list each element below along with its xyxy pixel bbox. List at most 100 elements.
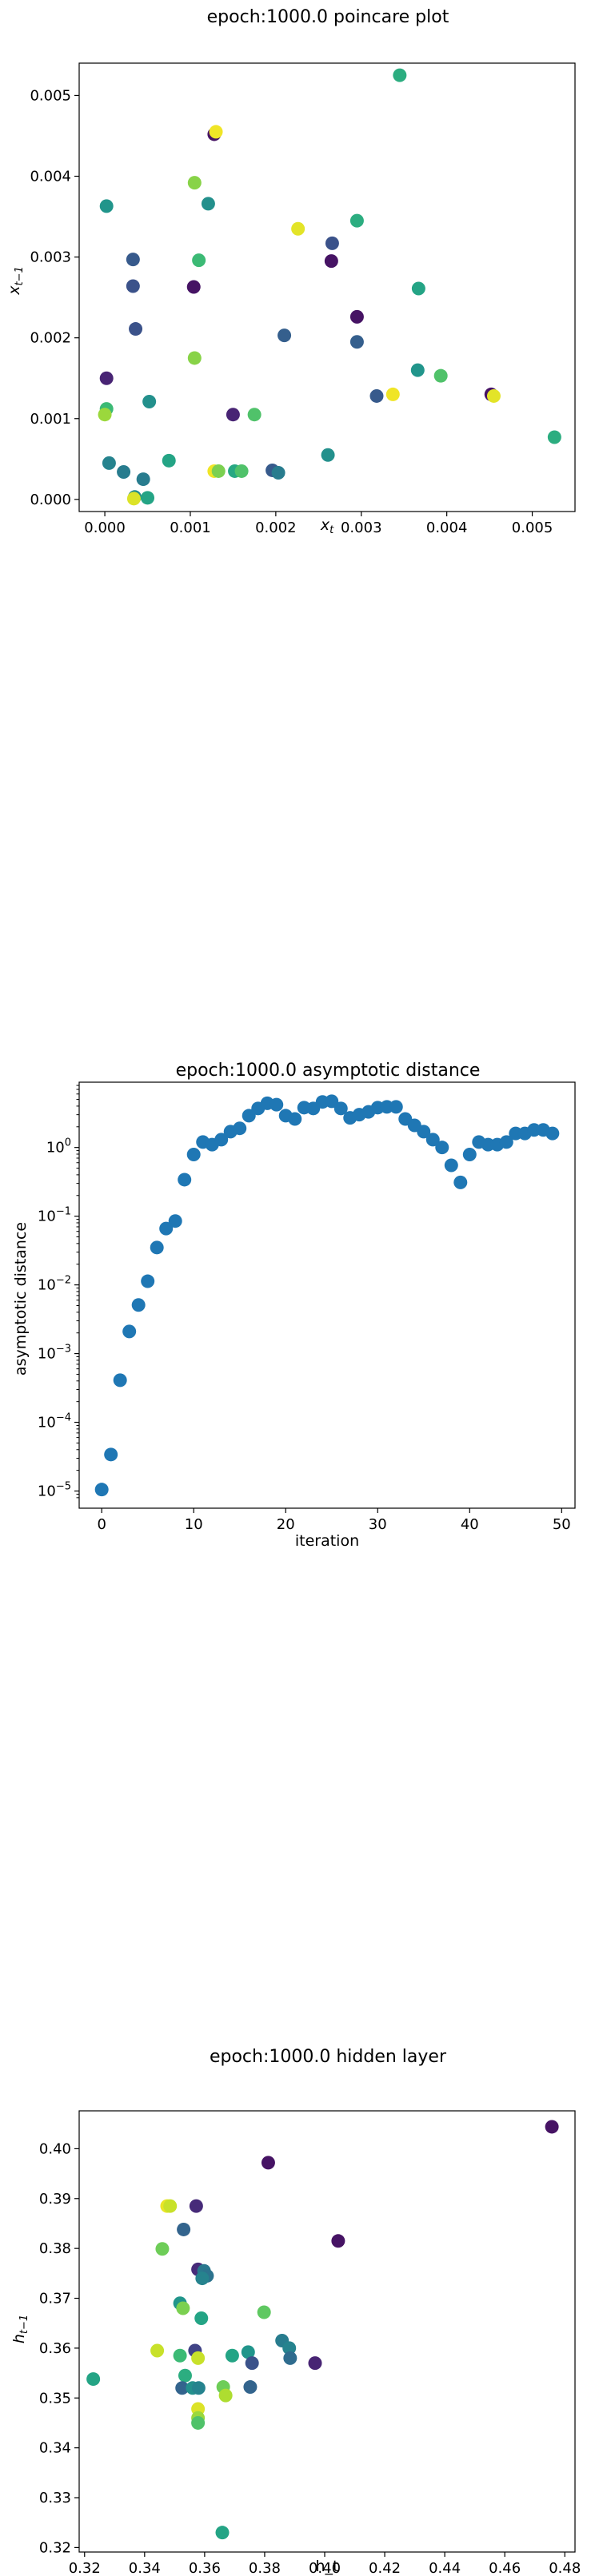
y-tick-label: 10−2 <box>38 1275 71 1294</box>
scatter-point <box>325 236 339 250</box>
x-axis-label: iteration <box>295 1532 359 1550</box>
scatter-point <box>178 1173 192 1187</box>
x-tick-label: 0.38 <box>249 2560 281 2576</box>
y-tick-exponent: −2 <box>56 1275 71 1287</box>
chart-title: epoch:1000.0 hidden layer <box>210 2047 447 2067</box>
scatter-point <box>435 1141 449 1155</box>
x-axis-label-subscript: t <box>329 524 334 536</box>
x-tick-label: 0.003 <box>341 520 382 536</box>
scatter-point <box>99 371 114 385</box>
scatter-point <box>462 1147 477 1161</box>
chart-title: epoch:1000.0 poincare plot <box>207 7 449 27</box>
y-tick-label: 0.004 <box>30 169 71 185</box>
scatter-point <box>173 2348 187 2363</box>
scatter-point <box>245 2356 259 2371</box>
scatter-point <box>291 221 305 236</box>
scatter-point <box>175 2381 190 2395</box>
scatter-point <box>215 2526 230 2540</box>
scatter-point <box>233 1121 247 1136</box>
scatter-point <box>195 2271 210 2286</box>
y-tick-label: 0.36 <box>39 2340 71 2357</box>
scatter-point <box>191 2381 206 2395</box>
scatter-point <box>99 199 114 213</box>
y-tick-label: 0.34 <box>39 2440 71 2457</box>
scatter-point <box>324 254 338 269</box>
y-tick-label: 0.33 <box>39 2490 71 2506</box>
scatter-point <box>385 387 400 401</box>
scatter-point <box>126 253 140 267</box>
y-tick-base: 10 <box>38 1415 56 1431</box>
x-tick-label: 0.46 <box>489 2560 521 2576</box>
scatter-point <box>499 1135 513 1149</box>
scatter-point <box>94 1483 109 1497</box>
scatter-point <box>176 2301 190 2315</box>
scatter-point <box>162 453 176 468</box>
scatter-point <box>201 197 215 211</box>
scatter-point <box>150 2343 165 2358</box>
scatter-point <box>186 280 201 294</box>
scatter-point <box>545 2120 559 2134</box>
y-tick-label: 10−5 <box>38 1481 71 1500</box>
y-tick-exponent: −5 <box>56 1481 71 1493</box>
y-tick-label: 0.40 <box>39 2140 71 2157</box>
scatter-point <box>104 1447 118 1462</box>
y-tick-exponent: −3 <box>56 1344 71 1356</box>
x-tick-label: 0.004 <box>426 520 468 536</box>
y-axis-ticks: 0.000 0.001 0.002 0.003 0.004 0.005 <box>30 87 79 508</box>
y-axis-label: ht−1 <box>10 2315 30 2343</box>
scatter-point <box>410 363 425 377</box>
scatter-point <box>261 2156 275 2170</box>
scatter-point <box>102 456 116 470</box>
scatter-point <box>486 388 501 403</box>
x-tick-label: 10 <box>185 1516 203 1533</box>
scatter-point <box>417 1125 431 1139</box>
scatter-point <box>141 1274 155 1288</box>
scatter-point <box>369 388 384 403</box>
scatter-point <box>177 2222 191 2236</box>
x-tick-label: 40 <box>461 1516 479 1533</box>
y-axis-label: asymptotic distance <box>12 1222 30 1376</box>
scatter-point <box>214 1133 229 1147</box>
y-tick-label: 0.32 <box>39 2539 71 2556</box>
x-tick-label: 0.32 <box>69 2560 101 2576</box>
scatter-point <box>126 492 141 506</box>
scatter-point <box>163 2199 178 2213</box>
scatter-point <box>129 322 143 336</box>
scatter-point <box>211 464 226 478</box>
y-tick-base: 10 <box>38 1483 56 1500</box>
x-tick-label: 0.002 <box>255 520 297 536</box>
x-tick-label: 0.001 <box>170 520 211 536</box>
y-tick-label: 0.005 <box>30 87 71 104</box>
scatter-point <box>150 1240 164 1255</box>
scatter-point <box>243 2380 258 2395</box>
x-axis-label: xt <box>320 516 334 536</box>
scatter-point <box>225 2348 239 2363</box>
scatter-point <box>136 472 150 487</box>
scatter-point <box>122 1324 137 1339</box>
scatter-point <box>283 2351 297 2365</box>
poincare-plot-chart: epoch:1000.0 poincare plot 0.000 0.001 0.0… <box>6 7 576 536</box>
scatter-point <box>113 1373 127 1388</box>
x-tick-label: 0.44 <box>429 2560 461 2576</box>
scatter-point <box>98 408 112 422</box>
y-axis-label-subscript: t−1 <box>18 2315 30 2334</box>
scatter-point <box>257 2305 271 2319</box>
scatter-point <box>234 464 249 478</box>
scatter-point <box>308 2356 322 2371</box>
x-tick-label: 20 <box>277 1516 295 1533</box>
scatter-point <box>191 2415 206 2430</box>
scatter-point <box>545 1126 560 1141</box>
scatter-point <box>282 2341 297 2355</box>
x-tick-label: 0.005 <box>512 520 553 536</box>
scatter-point <box>226 408 240 422</box>
y-axis-ticks: 0.32 0.33 0.34 0.35 0.36 0.37 0.38 0.39 0.40 <box>39 2140 79 2556</box>
scatter-point <box>117 464 131 479</box>
y-tick-label: 0.35 <box>39 2390 71 2407</box>
scatter-points <box>94 1094 560 1497</box>
y-tick-exponent: 0 <box>65 1137 71 1149</box>
scatter-point <box>453 1175 468 1189</box>
y-tick-label: 10−4 <box>38 1412 71 1431</box>
scatter-points <box>98 68 561 506</box>
